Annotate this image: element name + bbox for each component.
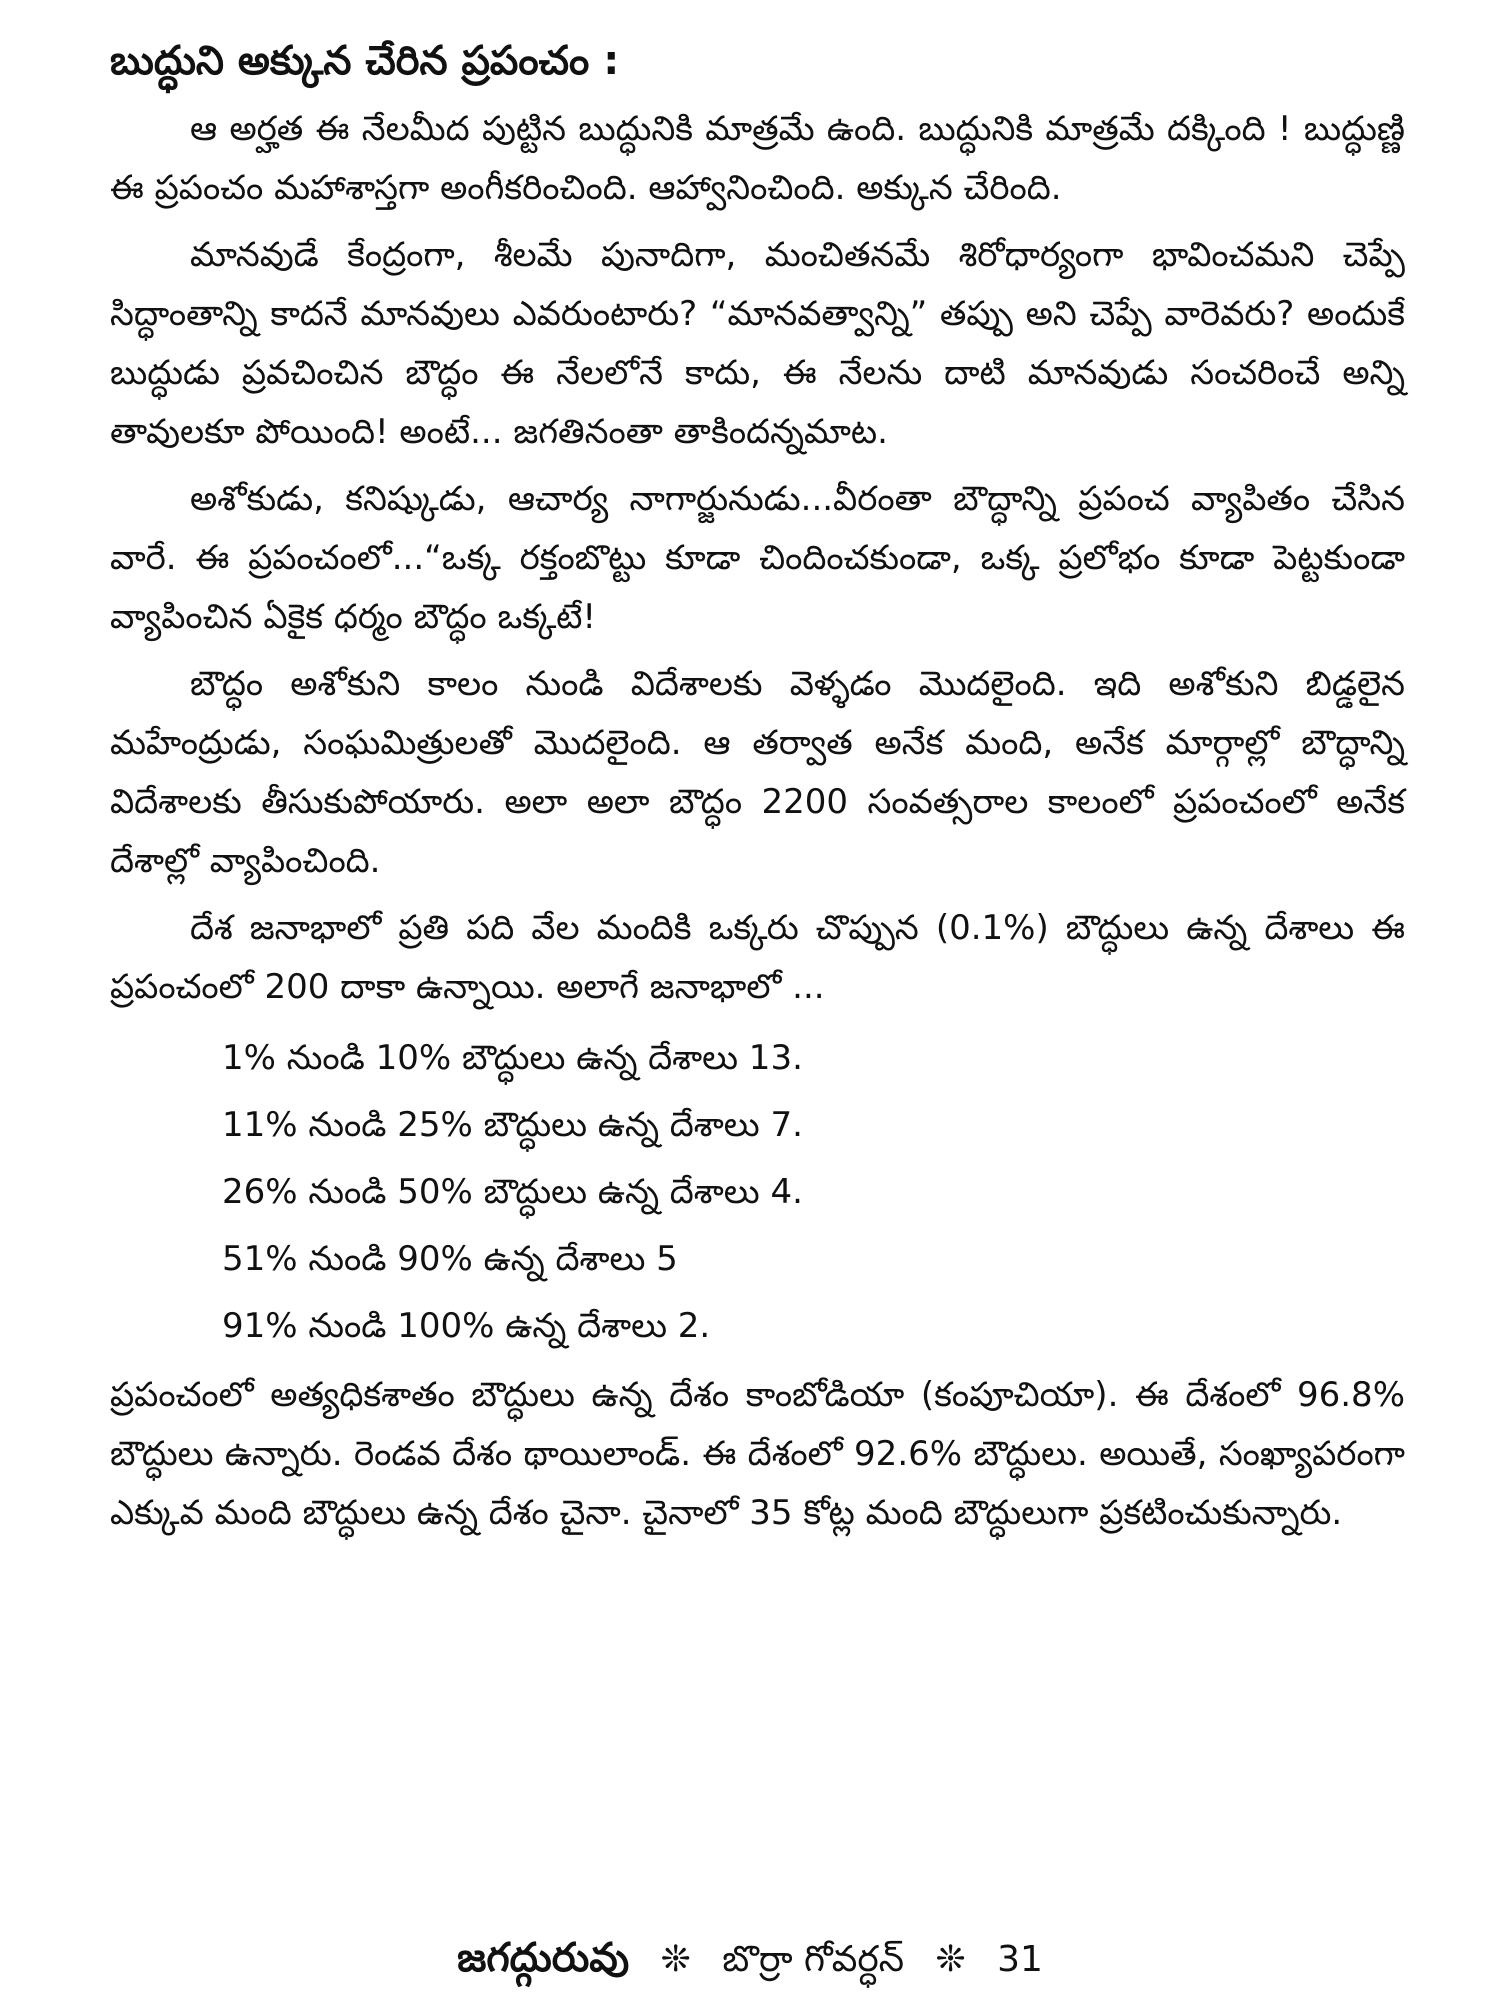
- page-body: బుద్ధుని అక్కున చేరిన ప్రపంచం : ఆ అర్హత …: [110, 30, 1405, 1551]
- statistics-list: 1% నుండి 10% బౌద్ధులు ఉన్న దేశాలు 13. 11…: [110, 1025, 1405, 1360]
- paragraph: అశోకుడు, కనిష్కుడు, ఆచార్య నాగార్జునుడు.…: [110, 479, 1405, 637]
- section-heading: బుద్ధుని అక్కున చేరిన ప్రపంచం :: [110, 38, 620, 84]
- list-item: 1% నుండి 10% బౌద్ధులు ఉన్న దేశాలు 13.: [222, 1038, 803, 1078]
- paragraph: బౌద్ధం అశోకుని కాలం నుండి విదేశాలకు వెళ్…: [110, 664, 1405, 881]
- list-item: 26% నుండి 50% బౌద్ధులు ఉన్న దేశాలు 4.: [222, 1172, 803, 1212]
- separator-icon: ❊: [660, 1939, 691, 1980]
- paragraph: మానవుడే కేంద్రంగా, శీలమే పునాదిగా, మంచిత…: [110, 235, 1405, 452]
- list-item: 91% నుండి 100% ఉన్న దేశాలు 2.: [222, 1306, 711, 1346]
- separator-icon: ❊: [935, 1939, 966, 1980]
- book-title: జగద్గురువు: [457, 1935, 630, 1981]
- page-number: 31: [997, 1939, 1043, 1980]
- paragraph: దేశ జనాభాలో ప్రతి పది వేల మందికి ఒక్కరు …: [110, 908, 1405, 1007]
- paragraph: ఆ అర్హత ఈ నేలమీద పుట్టిన బుద్ధునికి మాత్…: [110, 109, 1405, 208]
- paragraph: ప్రపంచంలో అత్యధికశాతం బౌద్ధులు ఉన్న దేశం…: [110, 1375, 1405, 1533]
- list-item: 51% నుండి 90% ఉన్న దేశాలు 5: [222, 1239, 678, 1279]
- list-item: 11% నుండి 25% బౌద్ధులు ఉన్న దేశాలు 7.: [222, 1105, 803, 1145]
- author-name: బొర్రా గోవర్ధన్: [722, 1939, 905, 1980]
- page-footer: జగద్గురువు ❊ బొర్రా గోవర్ధన్ ❊ 31: [0, 1935, 1500, 1991]
